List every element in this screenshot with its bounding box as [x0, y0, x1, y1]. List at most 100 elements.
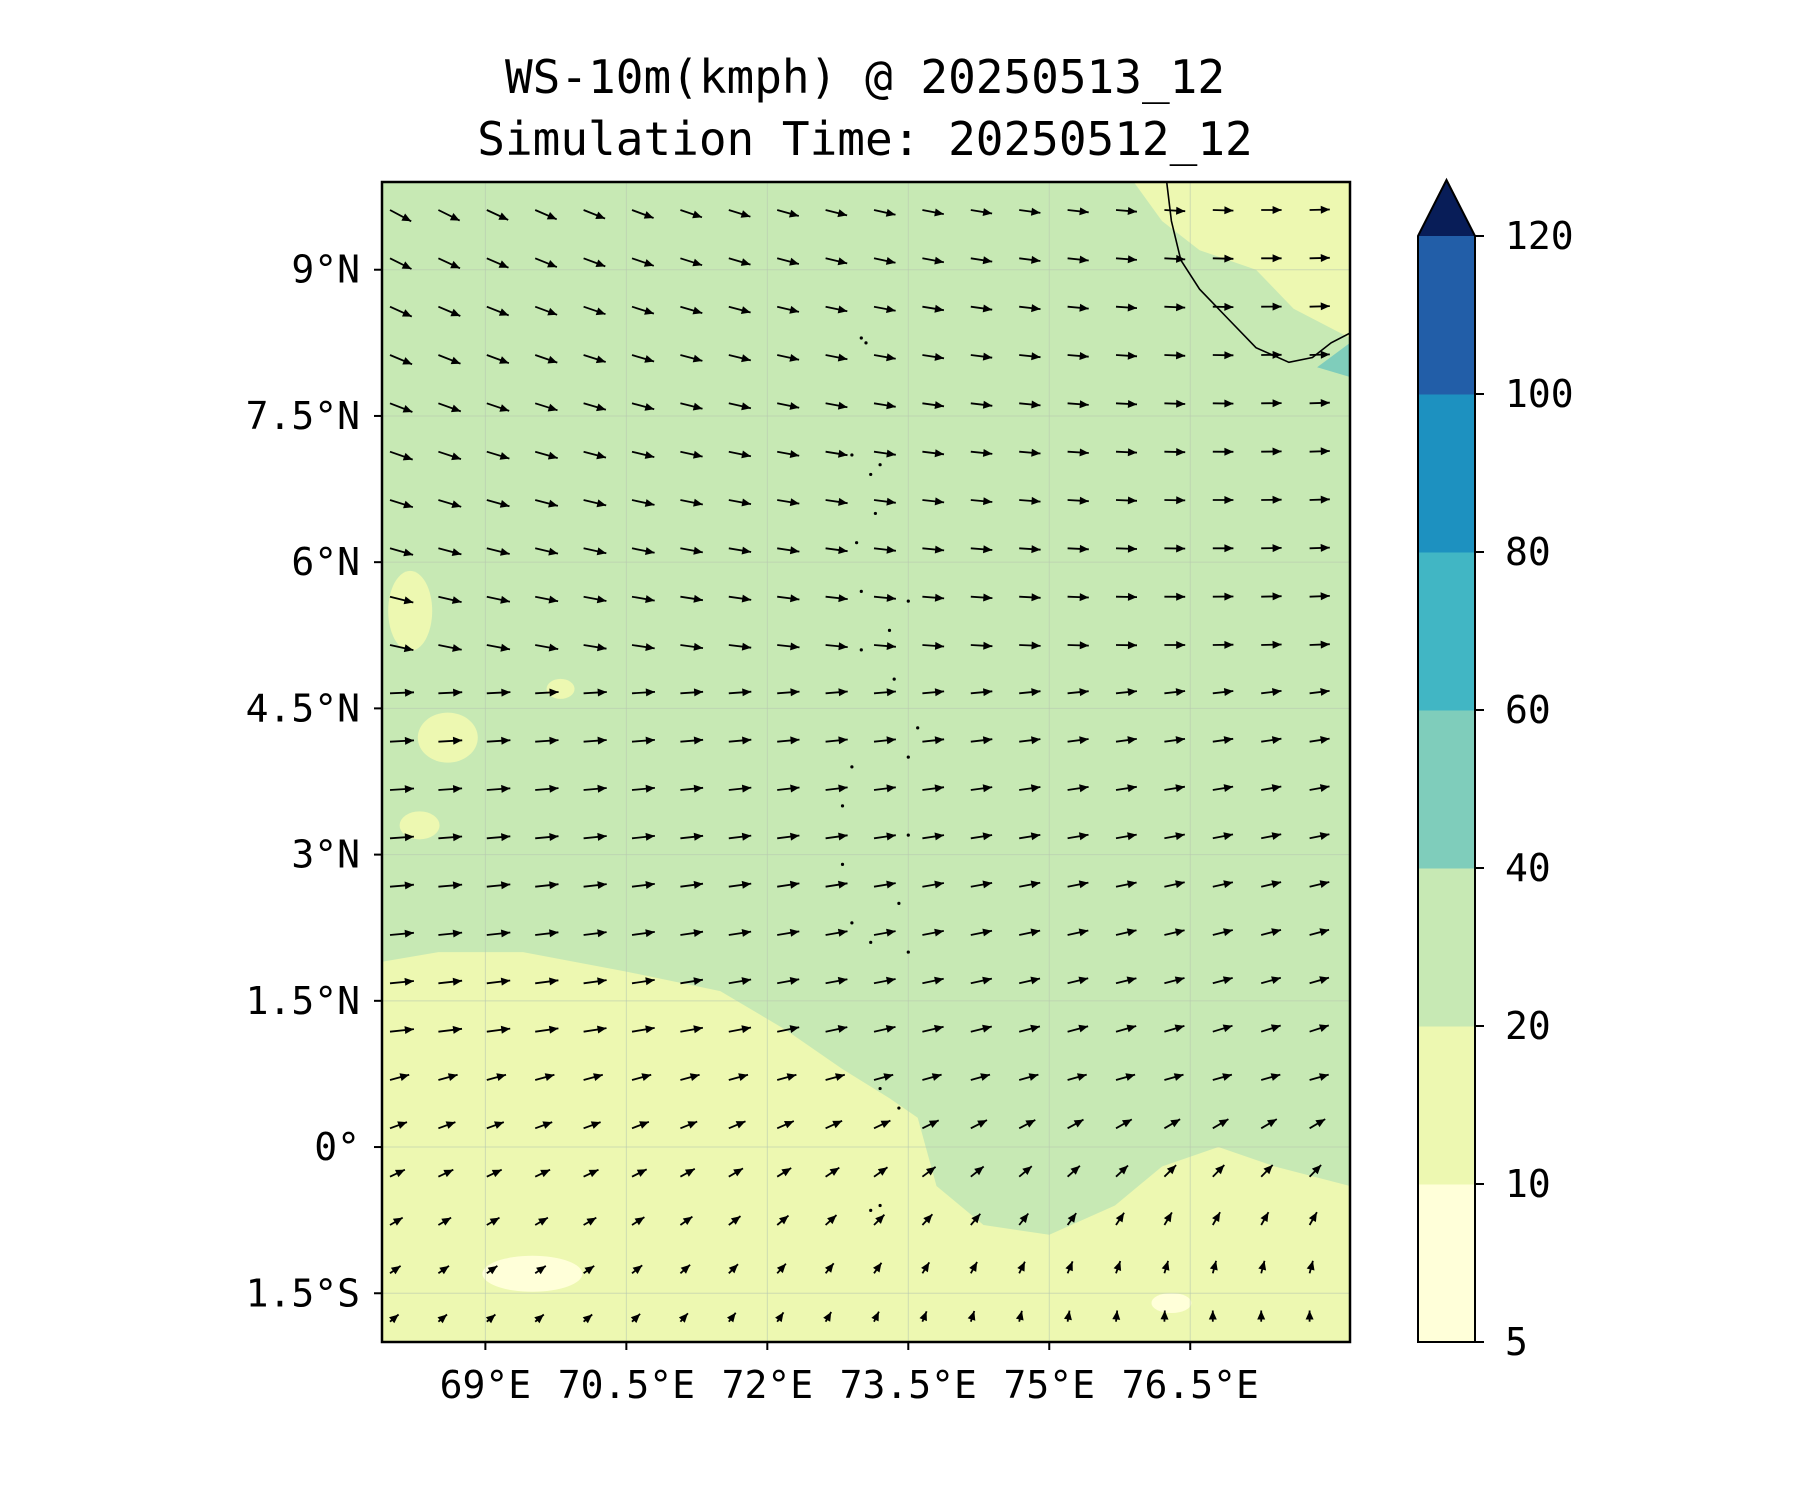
wind-vector — [1067, 976, 1089, 985]
wind-vector — [1212, 447, 1234, 456]
wind-vector — [922, 1073, 942, 1081]
wind-vector — [583, 881, 607, 889]
x-axis: 69°E 70.5°E 72°E 73.5°E 75°E 76.5°E — [440, 1342, 1259, 1407]
wind-vector — [1164, 784, 1186, 793]
wind-vector — [1115, 303, 1138, 312]
wind-vector — [680, 402, 703, 411]
wind-vector — [825, 353, 848, 362]
wind-vector — [728, 498, 752, 507]
wind-vector — [825, 976, 848, 985]
wind-vector — [873, 401, 896, 410]
wind-vector — [631, 832, 655, 841]
wind-vector — [1309, 640, 1330, 649]
wind-vector — [534, 1216, 549, 1226]
wind-vector — [389, 785, 415, 794]
wind-vector — [873, 784, 896, 793]
wind-vector — [728, 209, 751, 218]
wind-vector — [728, 688, 752, 697]
wind-vector — [728, 736, 752, 745]
wind-vector — [777, 642, 800, 651]
wind-vector — [825, 449, 848, 458]
wind-vector — [389, 1313, 400, 1324]
colorbar-segment — [1418, 236, 1475, 395]
wind-vector — [389, 257, 412, 270]
wind-vector — [680, 642, 704, 651]
wind-vector — [583, 499, 607, 508]
wind-vector — [1309, 1073, 1329, 1081]
wind-vector — [777, 450, 800, 458]
wind-vector — [486, 688, 511, 697]
island — [906, 950, 910, 954]
wind-vector — [873, 1073, 894, 1081]
wind-vector — [1261, 832, 1282, 840]
wind-vector — [1261, 495, 1282, 504]
wind-vector — [1115, 496, 1138, 505]
wind-vector — [728, 1025, 752, 1034]
wind-vector — [777, 1025, 800, 1033]
wind-vector — [1260, 928, 1282, 936]
wind-vector — [631, 450, 655, 459]
wind-vector — [438, 499, 462, 508]
wind-vector — [583, 736, 607, 745]
island — [873, 511, 877, 516]
wind-vector — [534, 305, 558, 316]
wind-vector — [775, 1311, 785, 1323]
wind-vector — [728, 642, 752, 651]
wind-vector — [1261, 688, 1282, 696]
island — [859, 648, 863, 652]
wind-vector — [389, 1216, 404, 1226]
wind-vector — [1309, 880, 1330, 888]
wind-vector — [777, 928, 800, 937]
wind-vector — [1067, 352, 1089, 360]
wind-vector — [1115, 1073, 1136, 1081]
wind-vector — [873, 449, 896, 458]
wind-vector — [631, 1216, 645, 1226]
wind-vector — [919, 1310, 928, 1323]
wind-vector — [1212, 1211, 1221, 1226]
wind-vector — [970, 208, 993, 216]
wind-vector — [389, 209, 412, 223]
wind-vector — [1067, 688, 1089, 697]
wind-vector — [1164, 351, 1186, 360]
wind-vector — [1017, 1261, 1026, 1274]
wind-speed-patch — [482, 1255, 583, 1292]
wind-vector — [1309, 736, 1330, 744]
wind-vector — [776, 209, 800, 218]
wind-vector — [873, 1214, 886, 1226]
wind-vector — [389, 1026, 414, 1034]
wind-vector — [1018, 1212, 1030, 1226]
wind-vector — [1019, 641, 1041, 650]
wind-vector — [389, 977, 414, 986]
wind-vector — [583, 209, 606, 220]
wind-vector — [1309, 447, 1330, 456]
wind-vector — [825, 688, 848, 697]
wind-vector — [1160, 1310, 1169, 1322]
india-coastline — [1165, 182, 1350, 364]
wind-vector — [1260, 1211, 1270, 1226]
wind-vector — [1164, 641, 1186, 649]
wind-vector — [823, 1311, 832, 1323]
wind-vector — [437, 1216, 452, 1226]
wind-vector — [486, 209, 509, 221]
wind-vector — [438, 785, 463, 793]
wind-vector — [1067, 641, 1089, 650]
y-axis: 9°N 7.5°N 6°N 4.5°N 3°N 1.5°N 0° 1.5°S — [246, 248, 382, 1315]
wind-vector — [1015, 1310, 1024, 1322]
wind-vector — [922, 1024, 944, 1033]
colorbar-tick-label: 40 — [1505, 846, 1551, 890]
wind-vector — [1309, 543, 1330, 552]
wind-vector — [1261, 784, 1282, 792]
wind-vector — [970, 256, 993, 265]
wind-vector — [873, 305, 896, 313]
island — [840, 862, 845, 866]
island — [850, 453, 854, 457]
wind-vector — [534, 499, 559, 508]
wind-vector — [873, 642, 896, 650]
wind-vector — [1115, 1212, 1125, 1226]
colorbar-tick-label: 20 — [1505, 1004, 1551, 1048]
wind-vector — [679, 1215, 693, 1226]
wind-vector — [825, 642, 848, 651]
wind-vector — [486, 1073, 507, 1081]
wind-vector — [1309, 254, 1330, 262]
